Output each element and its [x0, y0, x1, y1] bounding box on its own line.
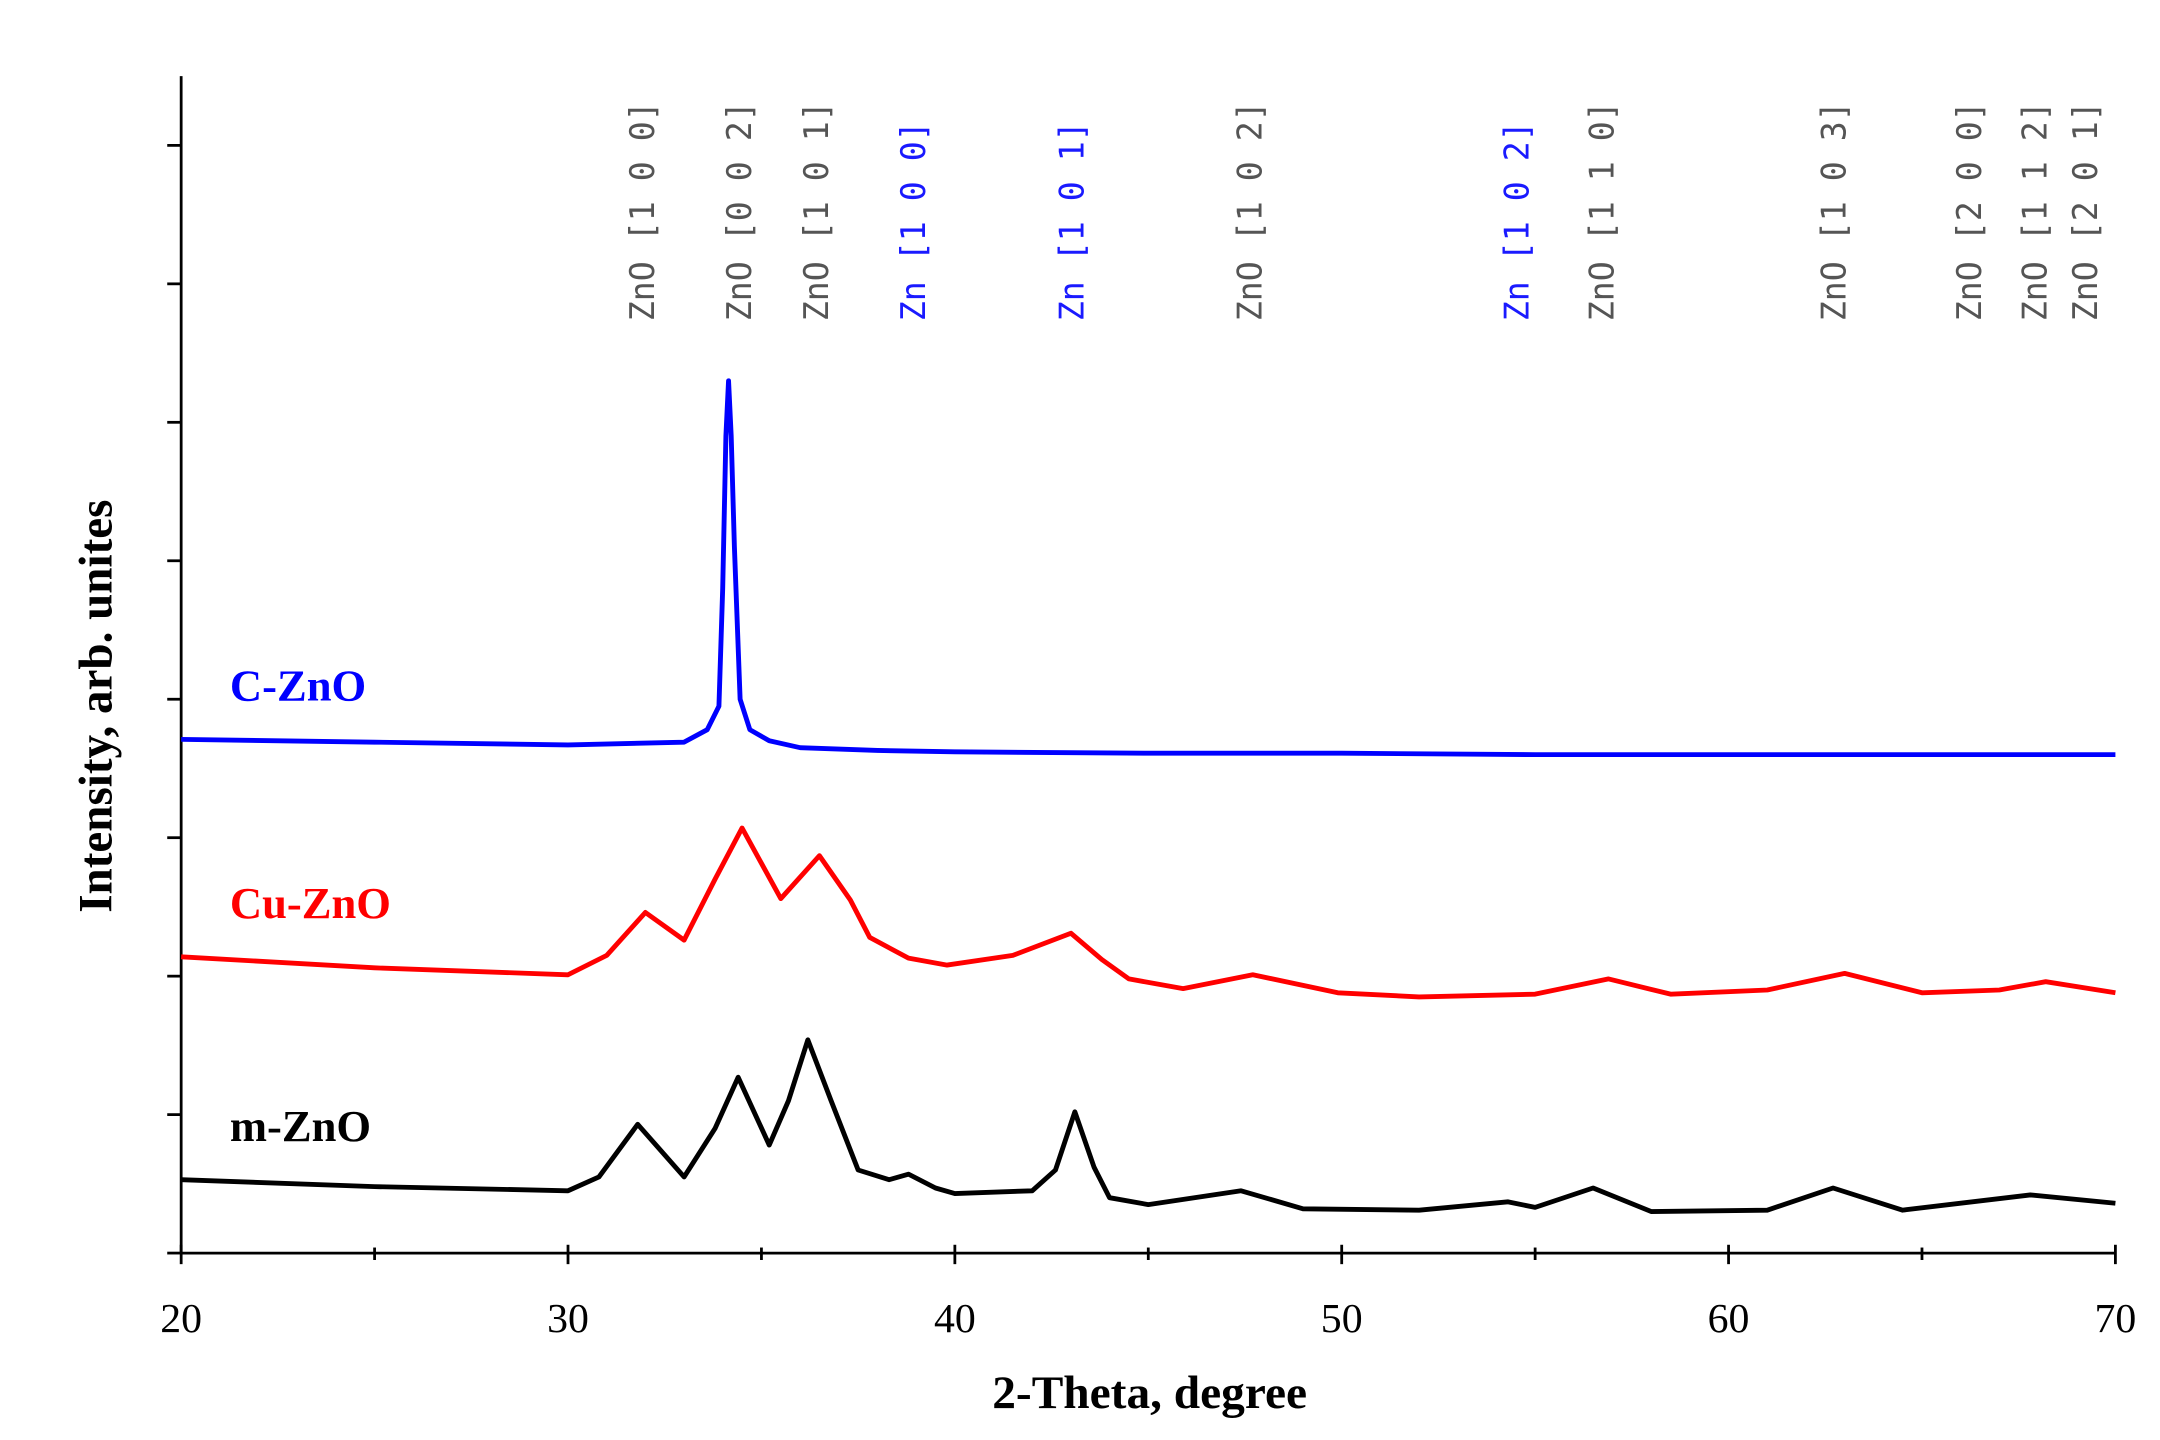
peak-label: ZnO [0 0 2] [720, 101, 759, 321]
series-label: C-ZnO [230, 661, 366, 711]
series-label: m-ZnO [230, 1101, 371, 1151]
peak-label: Zn [1 0 0] [894, 121, 933, 321]
series-label: Cu-ZnO [230, 878, 391, 928]
peak-label: ZnO [1 0 2] [1230, 101, 1269, 321]
peak-label: ZnO [1 0 0] [623, 101, 662, 321]
peak-label: ZnO [2 0 0] [1950, 101, 1989, 321]
x-tick-label: 20 [160, 1296, 202, 1342]
peak-label: Zn [1 0 1] [1052, 121, 1091, 321]
series-line [181, 825, 2116, 1000]
x-tick-label: 50 [1321, 1296, 1363, 1342]
y-axis-title: Intensity, arb. unites [70, 500, 122, 913]
x-tick-label: 70 [2095, 1296, 2137, 1342]
peak-label: ZnO [1 1 2] [2016, 101, 2055, 321]
peak-label: Zn [1 0 2] [1497, 121, 1536, 321]
series-line [181, 378, 2116, 758]
peak-label: ZnO [2 0 1] [2066, 101, 2105, 321]
peak-label: ZnO [1 0 1] [797, 101, 836, 321]
x-tick-label: 40 [934, 1296, 976, 1342]
x-axis-title: 2-Theta, degree [992, 1367, 1307, 1419]
series-line [181, 1037, 2116, 1214]
peak-label: ZnO [1 0 3] [1814, 101, 1853, 321]
x-tick-label: 60 [1708, 1296, 1750, 1342]
x-tick-label: 30 [547, 1296, 589, 1342]
peak-label: ZnO [1 1 0] [1582, 101, 1621, 321]
